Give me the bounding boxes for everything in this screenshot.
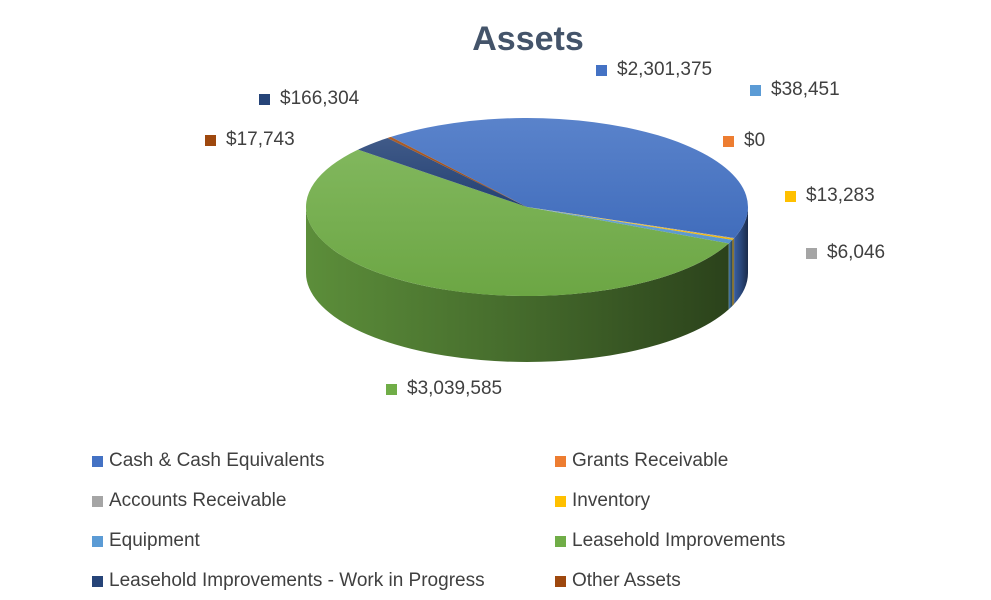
legend-item-equipment: Equipment [92,530,200,552]
data-label-other: $17,743 [205,129,295,151]
data-label-wip: $166,304 [259,88,359,110]
legend-item-accounts: Accounts Receivable [92,490,286,512]
pie-slice-4 [527,207,733,244]
data-label-equipment: $38,451 [750,79,840,101]
data-label-swatch [785,190,796,202]
legend-swatch [555,575,566,587]
pie-side-4 [728,239,733,310]
pie-side-5 [306,207,729,363]
data-label-swatch [205,134,216,146]
data-label-leasehold: $3,039,585 [386,378,502,400]
legend-swatch [555,535,566,547]
pie-side-0 [734,207,748,305]
pie-slice-2 [527,207,735,239]
data-label-inventory: $13,283 [785,185,875,207]
legend-swatch [92,575,103,587]
pie-side-3 [732,238,734,306]
pie-slice-6 [358,137,527,207]
data-label-accounts: $6,046 [806,242,885,264]
data-label-cash: $2,301,375 [596,59,712,81]
pie-slice-7 [387,136,527,207]
legend-item-leasehold: Leasehold Improvements [555,530,785,552]
legend-swatch [555,455,566,467]
data-label-swatch [723,135,734,147]
data-label-swatch [750,84,761,96]
legend-swatch [555,495,566,507]
legend-swatch [92,535,103,547]
legend-item-cash: Cash & Cash Equivalents [92,450,324,472]
legend-swatch [92,495,103,507]
legend-swatch [92,455,103,467]
pie-slice-5 [306,149,729,296]
data-label-swatch [806,247,817,259]
data-label-swatch [386,383,397,395]
legend-item-inventory: Inventory [555,490,650,512]
data-label-swatch [596,64,607,76]
chart-title: Assets [472,20,584,58]
pie-slice-0 [390,118,748,239]
pie-slice-3 [527,207,734,240]
legend-item-wip: Leasehold Improvements - Work in Progres… [92,570,485,592]
data-label-grants: $0 [723,130,765,152]
legend-item-other: Other Assets [555,570,681,592]
data-label-swatch [259,93,270,105]
pie-side-2 [733,238,735,305]
legend-item-grants: Grants Receivable [555,450,728,472]
